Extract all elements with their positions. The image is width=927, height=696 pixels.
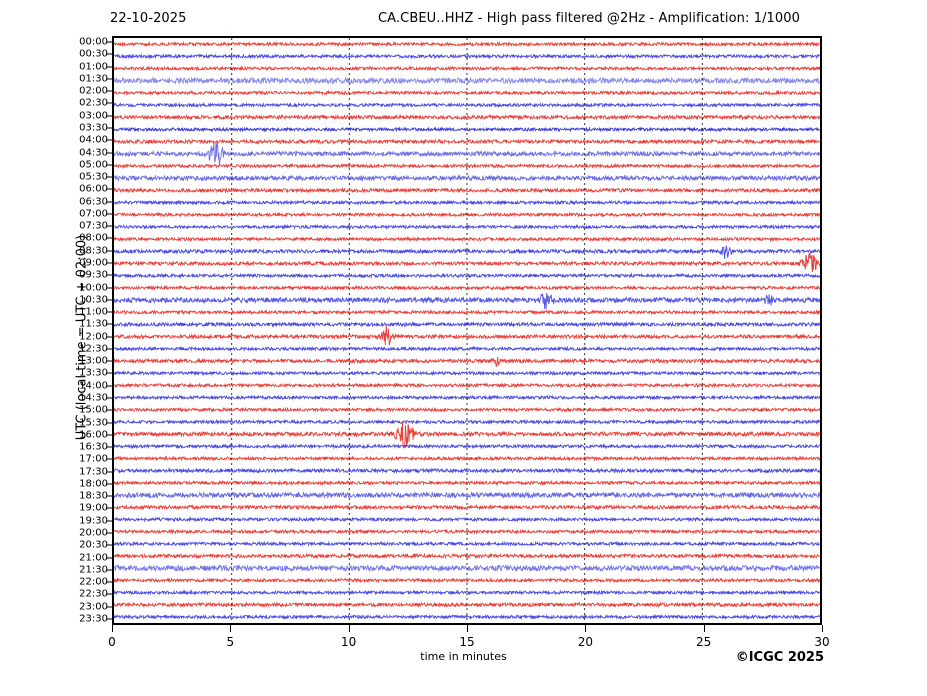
y-axis-tick-label: 22:30 bbox=[79, 588, 108, 600]
y-axis-tick-label: 01:30 bbox=[79, 73, 108, 85]
y-axis-tick-label: 03:30 bbox=[79, 122, 108, 134]
y-axis-tick-label: 23:00 bbox=[79, 601, 108, 613]
y-axis-tick-label: 20:30 bbox=[79, 539, 108, 551]
seismic-trace bbox=[114, 357, 820, 366]
seismic-trace bbox=[114, 542, 820, 545]
x-axis-tick-label: 10 bbox=[341, 635, 357, 649]
y-axis-tick-label: 02:00 bbox=[79, 85, 108, 97]
seismic-trace bbox=[114, 176, 820, 180]
seismic-trace bbox=[114, 165, 820, 168]
seismic-trace bbox=[114, 591, 820, 594]
seismic-trace bbox=[114, 326, 820, 346]
x-axis-tick-mark bbox=[822, 625, 823, 632]
seismic-trace bbox=[114, 469, 820, 472]
x-axis-tick-label: 30 bbox=[814, 635, 830, 649]
y-axis-tick-label: 21:00 bbox=[79, 552, 108, 563]
x-axis-tick-mark bbox=[112, 625, 113, 632]
y-axis-tick-label: 19:00 bbox=[79, 502, 108, 514]
y-axis-tick-label: 04:30 bbox=[79, 147, 108, 159]
y-axis-tick-label: 00:30 bbox=[79, 48, 108, 60]
seismic-trace bbox=[114, 140, 820, 143]
x-axis-tick-mark bbox=[230, 625, 232, 632]
y-axis-tick-label: 01:00 bbox=[79, 61, 108, 73]
y-axis-tick-label: 18:00 bbox=[79, 478, 108, 490]
seismic-trace bbox=[114, 506, 820, 509]
x-axis-tick-mark bbox=[467, 625, 468, 632]
y-axis-tick-label: 00:00 bbox=[79, 36, 108, 48]
seismic-trace bbox=[114, 565, 820, 570]
seismic-trace bbox=[114, 189, 820, 192]
y-axis-tick-label: 18:30 bbox=[79, 490, 108, 502]
seismic-trace bbox=[114, 554, 820, 557]
y-axis-tick-label: 05:30 bbox=[79, 171, 108, 183]
y-axis-tick-label: 22:00 bbox=[79, 576, 108, 588]
seismic-trace bbox=[114, 253, 820, 272]
seismic-trace bbox=[114, 530, 820, 533]
x-axis-tick-label: 15 bbox=[459, 635, 475, 649]
seismic-trace bbox=[114, 481, 820, 484]
seismic-trace bbox=[114, 518, 820, 521]
helicorder-plot-area[interactable] bbox=[112, 36, 822, 625]
seismic-trace bbox=[114, 445, 820, 448]
x-axis-tick-label: 20 bbox=[577, 635, 593, 649]
seismic-trace bbox=[114, 493, 820, 498]
seismic-trace bbox=[114, 142, 820, 166]
y-axis-tick-label: 05:00 bbox=[79, 159, 108, 171]
y-axis-tick-label: 20:00 bbox=[79, 527, 108, 539]
seismic-trace bbox=[114, 246, 820, 259]
x-axis-tick-label: 0 bbox=[108, 635, 116, 649]
y-axis-tick-label: 06:00 bbox=[79, 183, 108, 195]
seismic-trace bbox=[114, 603, 820, 606]
seismic-trace bbox=[114, 347, 820, 350]
seismic-trace bbox=[114, 420, 820, 423]
seismic-trace bbox=[114, 579, 820, 582]
seismic-trace bbox=[114, 311, 820, 314]
seismic-trace bbox=[114, 116, 820, 119]
seismic-trace bbox=[114, 225, 820, 228]
y-axis-title: UTC (local time = UTC + 02:00) bbox=[74, 234, 90, 441]
x-axis-tick-mark bbox=[703, 625, 705, 632]
seismic-trace bbox=[114, 55, 820, 58]
y-axis-tick-label: 21:30 bbox=[79, 564, 108, 576]
seismic-trace bbox=[114, 408, 820, 411]
seismic-trace bbox=[114, 78, 820, 83]
x-axis-tick-mark bbox=[585, 625, 587, 632]
y-axis-tick-label: 17:30 bbox=[79, 466, 108, 478]
seismic-trace bbox=[114, 457, 820, 460]
y-axis-tick-label: 03:00 bbox=[79, 110, 108, 122]
seismic-trace bbox=[114, 286, 820, 289]
seismic-trace bbox=[114, 323, 820, 326]
seismic-trace bbox=[114, 91, 820, 94]
y-axis-tick-label: 23:30 bbox=[79, 613, 108, 625]
seismic-trace bbox=[114, 274, 820, 277]
x-axis-tick-mark bbox=[348, 625, 350, 632]
seismic-trace bbox=[114, 238, 820, 241]
seismic-trace bbox=[114, 128, 820, 131]
x-axis-tick-label: 5 bbox=[226, 635, 235, 649]
y-axis-tick-label: 02:30 bbox=[79, 97, 108, 109]
seismic-trace bbox=[114, 67, 820, 70]
y-axis-tick-label: 06:30 bbox=[79, 196, 108, 208]
seismic-trace bbox=[114, 104, 820, 107]
seismic-trace bbox=[114, 372, 820, 375]
seismic-trace bbox=[114, 293, 820, 309]
seismic-trace bbox=[114, 615, 820, 618]
seismic-trace bbox=[114, 384, 820, 387]
record-date: 22-10-2025 bbox=[110, 11, 187, 26]
seismic-trace bbox=[114, 396, 820, 399]
x-axis-tick-label: 25 bbox=[696, 635, 712, 649]
y-axis-tick-label: 19:30 bbox=[79, 515, 108, 527]
seismic-trace bbox=[114, 201, 820, 204]
seismic-traces bbox=[114, 38, 820, 623]
seismic-trace bbox=[114, 213, 820, 216]
seismic-trace bbox=[114, 43, 820, 46]
copyright-notice: ©ICGC 2025 bbox=[735, 650, 824, 665]
y-axis-tick-label: 04:00 bbox=[79, 134, 108, 146]
x-axis-title: time in minutes bbox=[420, 650, 507, 663]
chart-title: CA.CBEU..HHZ - High pass filtered @2Hz -… bbox=[378, 11, 801, 26]
seismic-trace bbox=[114, 421, 820, 448]
